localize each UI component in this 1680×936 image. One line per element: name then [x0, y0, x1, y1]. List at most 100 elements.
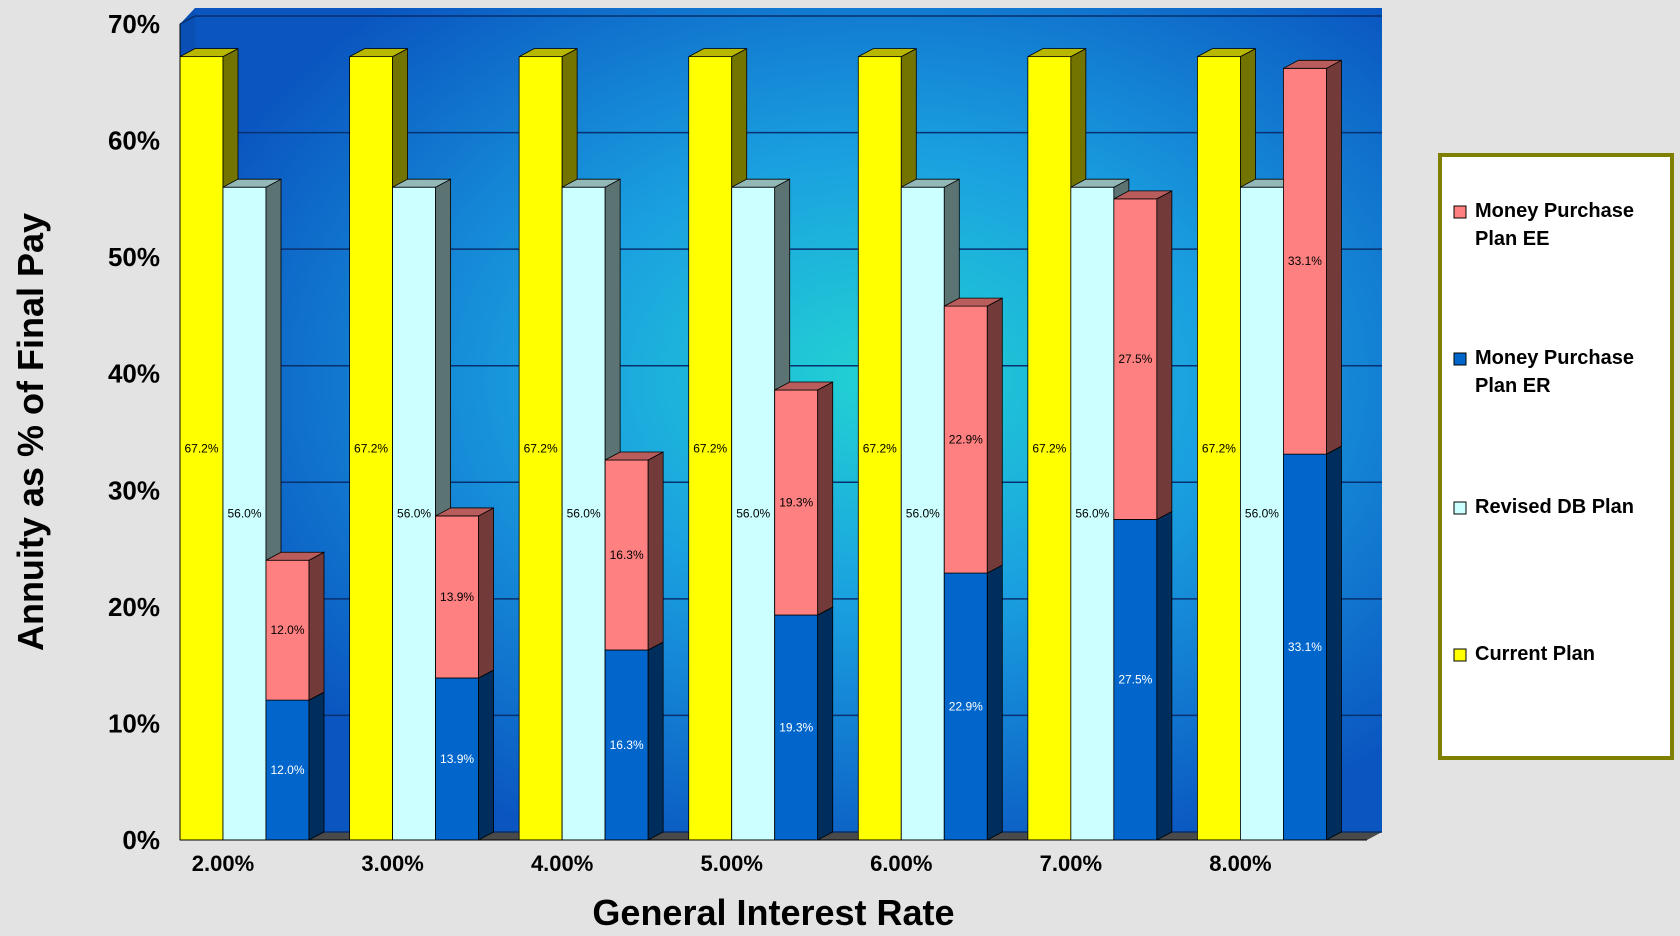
bar-money-purchase-ee-top: [1283, 59, 1342, 69]
bar-money-purchase-er-side: [1326, 445, 1342, 841]
bar-money-purchase-ee: [265, 551, 325, 701]
data-label-money-purchase-ee: 19.3%: [779, 496, 813, 510]
legend-item: Money Purchase Plan EE: [1453, 200, 1634, 250]
bar-money-purchase-ee-side: [1326, 59, 1342, 455]
bar-money-purchase-er-side: [817, 606, 834, 841]
bar-money-purchase-er-front: [435, 677, 479, 841]
bar-current-plan-front: [1027, 56, 1072, 841]
bar-revised-db-plan-top: [901, 178, 960, 188]
legend-item: Current Plan: [1453, 643, 1595, 665]
bar-money-purchase-ee-front: [943, 305, 988, 574]
legend-swatch: [1453, 205, 1467, 219]
bar-revised-db-plan-top: [731, 178, 790, 188]
bar-money-purchase-er-front: [943, 572, 988, 841]
data-label-money-purchase-ee: 16.3%: [610, 548, 644, 562]
bar-money-purchase-ee-side: [817, 381, 834, 616]
data-label-money-purchase-ee: 12.0%: [270, 623, 304, 637]
bar-money-purchase-ee: [604, 451, 664, 651]
data-label-money-purchase-er: 19.3%: [779, 721, 813, 735]
bar-current-plan-top: [1027, 48, 1087, 58]
data-label-revised-db-plan: 56.0%: [1075, 507, 1109, 521]
x-tick-label: 2.00%: [192, 851, 254, 876]
y-tick-label: 20%: [108, 592, 160, 622]
data-label-money-purchase-er: 27.5%: [1118, 673, 1152, 687]
x-tick-label: 6.00%: [870, 851, 932, 876]
bar-money-purchase-er: [265, 691, 325, 841]
bar-money-purchase-ee-top: [265, 551, 325, 561]
data-label-current-plan: 67.2%: [693, 441, 727, 455]
data-label-revised-db-plan: 56.0%: [397, 507, 431, 521]
y-tick-label: 10%: [108, 708, 160, 738]
bar-money-purchase-ee-top: [944, 297, 1003, 307]
bar-current-plan-front: [349, 56, 393, 841]
bar-money-purchase-ee: [774, 381, 834, 616]
x-tick-label: 4.00%: [531, 851, 593, 876]
data-label-money-purchase-er: 22.9%: [949, 700, 983, 714]
data-label-money-purchase-er: 13.9%: [440, 752, 474, 766]
bar-revised-db-plan-top: [222, 178, 282, 188]
legend-label: Money Purchase: [1475, 200, 1634, 222]
bar-revised-db-plan-top: [1070, 178, 1130, 188]
bar-money-purchase-ee-side: [1156, 190, 1173, 521]
bar-current-plan-top: [688, 48, 747, 58]
y-tick-label: 30%: [108, 475, 160, 505]
data-label-money-purchase-er: 33.1%: [1288, 640, 1322, 654]
data-label-money-purchase-ee: 22.9%: [949, 433, 983, 447]
bar-revised-db-plan-front: [222, 186, 267, 841]
bar-revised-db-plan: [392, 178, 451, 841]
bar-money-purchase-er-front: [1113, 519, 1158, 841]
data-label-current-plan: 67.2%: [863, 441, 897, 455]
bar-money-purchase-ee: [1283, 59, 1342, 455]
data-label-revised-db-plan: 56.0%: [1245, 507, 1279, 521]
bar-revised-db-plan-front: [900, 186, 945, 841]
data-label-revised-db-plan: 56.0%: [567, 507, 601, 521]
legend-swatch: [1453, 352, 1467, 366]
y-axis-title: Annuity as % of Final Pay: [10, 213, 51, 651]
data-label-money-purchase-ee: 33.1%: [1288, 254, 1322, 268]
bar-money-purchase-ee-top: [435, 507, 494, 517]
data-label-money-purchase-er: 16.3%: [610, 738, 644, 752]
data-label-current-plan: 67.2%: [184, 441, 218, 455]
bar-money-purchase-ee: [1113, 190, 1173, 521]
legend-label: Revised DB Plan: [1475, 496, 1634, 518]
bar-money-purchase-ee: [943, 297, 1003, 574]
legend-item: Money Purchase Plan ER: [1453, 347, 1634, 397]
x-tick-label: 5.00%: [701, 851, 763, 876]
data-label-money-purchase-ee: 13.9%: [440, 590, 474, 604]
legend-swatch: [1453, 648, 1467, 662]
bar-money-purchase-ee-side: [478, 507, 494, 679]
x-tick-label: 3.00%: [361, 851, 423, 876]
bar-money-purchase-ee-top: [1113, 190, 1173, 200]
data-label-current-plan: 67.2%: [354, 441, 388, 455]
bar-money-purchase-er-side: [986, 564, 1003, 841]
data-label-money-purchase-er: 12.0%: [270, 763, 304, 777]
bar-current-plan-top: [1197, 48, 1256, 58]
y-tick-label: 60%: [108, 126, 160, 156]
bar-revised-db-plan-front: [731, 186, 776, 841]
bar-money-purchase-ee-side: [308, 551, 325, 701]
bar-money-purchase-ee-side: [986, 297, 1003, 574]
bar-current-plan-top: [858, 48, 917, 58]
x-tick-label: 7.00%: [1040, 851, 1102, 876]
y-tick-label: 50%: [108, 242, 160, 272]
data-label-money-purchase-ee: 27.5%: [1118, 352, 1152, 366]
bar-revised-db-plan-front: [1240, 186, 1284, 841]
data-label-revised-db-plan: 56.0%: [736, 507, 770, 521]
data-label-revised-db-plan: 56.0%: [227, 507, 261, 521]
bar-money-purchase-ee-front: [1283, 67, 1327, 455]
bar-money-purchase-ee-top: [774, 381, 833, 391]
legend-box: [1438, 153, 1674, 760]
bar-current-plan-front: [857, 56, 902, 841]
bar-revised-db-plan-front: [561, 186, 606, 841]
y-tick-label: 70%: [108, 9, 160, 39]
legend-label: Plan ER: [1475, 375, 1551, 397]
bar-revised-db-plan-top: [561, 178, 621, 188]
bar-money-purchase-ee-top: [604, 451, 664, 461]
data-label-current-plan: 67.2%: [524, 441, 558, 455]
bar-money-purchase-ee-front: [1113, 198, 1158, 520]
bar-revised-db-plan-top: [392, 178, 451, 188]
data-label-revised-db-plan: 56.0%: [906, 507, 940, 521]
bar-money-purchase-er-side: [1156, 510, 1173, 841]
